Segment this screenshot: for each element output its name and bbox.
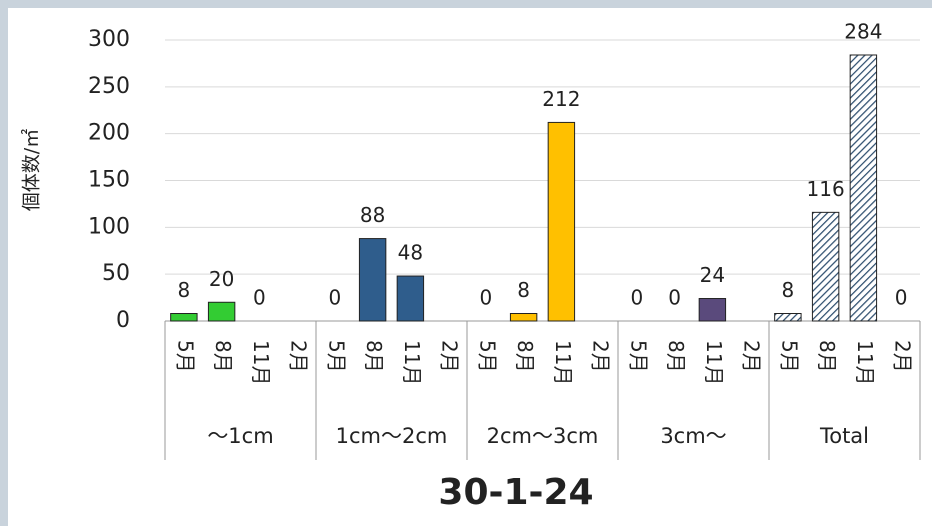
bar bbox=[849, 54, 878, 322]
data-label: 24 bbox=[700, 263, 725, 287]
x-tick-label: 8月 bbox=[211, 340, 235, 373]
data-label: 8 bbox=[178, 278, 191, 302]
data-label: 0 bbox=[631, 286, 644, 310]
x-tick-label: 2月 bbox=[287, 340, 311, 373]
x-tick-label: 11月 bbox=[400, 340, 424, 385]
y-tick-label: 100 bbox=[88, 214, 130, 239]
y-tick-label: 200 bbox=[88, 121, 130, 146]
x-tick-label: 11月 bbox=[702, 340, 726, 385]
x-tick-label: 11月 bbox=[853, 340, 877, 385]
x-tick-label: 2月 bbox=[740, 340, 764, 373]
group-label: 3cm～ bbox=[660, 424, 726, 448]
x-tick-label: 2月 bbox=[438, 340, 462, 373]
bar bbox=[358, 238, 387, 322]
x-tick-label: 8月 bbox=[513, 340, 537, 373]
chart-title: 30-1-24 bbox=[438, 472, 593, 513]
data-label: 116 bbox=[807, 177, 845, 201]
data-label: 0 bbox=[253, 286, 266, 310]
y-tick-label: 300 bbox=[88, 27, 130, 52]
y-tick-label: 0 bbox=[116, 308, 130, 333]
group-label: ～1cm bbox=[207, 424, 273, 448]
x-tick-label: 5月 bbox=[475, 340, 499, 373]
data-label: 284 bbox=[844, 19, 882, 43]
data-label: 20 bbox=[209, 267, 234, 291]
bar bbox=[207, 301, 236, 322]
data-label: 0 bbox=[895, 286, 908, 310]
data-label: 0 bbox=[329, 286, 342, 310]
x-tick-label: 5月 bbox=[173, 340, 197, 373]
data-label: 8 bbox=[782, 278, 795, 302]
data-label: 0 bbox=[480, 286, 493, 310]
group-label: 2cm～3cm bbox=[487, 424, 599, 448]
x-tick-label: 11月 bbox=[551, 340, 575, 385]
x-tick-label: 5月 bbox=[324, 340, 348, 373]
data-label: 8 bbox=[517, 278, 530, 302]
x-tick-label: 2月 bbox=[891, 340, 915, 373]
y-tick-label: 150 bbox=[88, 168, 130, 193]
x-tick-label: 5月 bbox=[626, 340, 650, 373]
x-tick-label: 8月 bbox=[815, 340, 839, 373]
x-tick-label: 2月 bbox=[589, 340, 613, 373]
y-tick-label: 50 bbox=[102, 261, 130, 286]
x-tick-label: 8月 bbox=[664, 340, 688, 373]
x-tick-label: 11月 bbox=[249, 340, 273, 385]
bar bbox=[811, 211, 840, 322]
data-label: 48 bbox=[398, 241, 423, 265]
bar bbox=[170, 313, 198, 322]
data-label: 88 bbox=[360, 203, 385, 227]
bar bbox=[509, 313, 538, 322]
y-axis-label: 個体数/㎡ bbox=[20, 129, 43, 211]
group-label: 1cm～2cm bbox=[336, 424, 448, 448]
panel bbox=[8, 8, 932, 526]
x-tick-label: 5月 bbox=[777, 340, 801, 373]
data-label: 0 bbox=[668, 286, 681, 310]
group-label: Total bbox=[819, 424, 869, 448]
x-tick-label: 8月 bbox=[362, 340, 386, 373]
bar bbox=[547, 121, 576, 322]
bar bbox=[396, 275, 425, 322]
data-label: 212 bbox=[542, 87, 580, 111]
bar bbox=[774, 313, 802, 322]
y-tick-label: 250 bbox=[88, 74, 130, 99]
bar bbox=[698, 298, 727, 322]
